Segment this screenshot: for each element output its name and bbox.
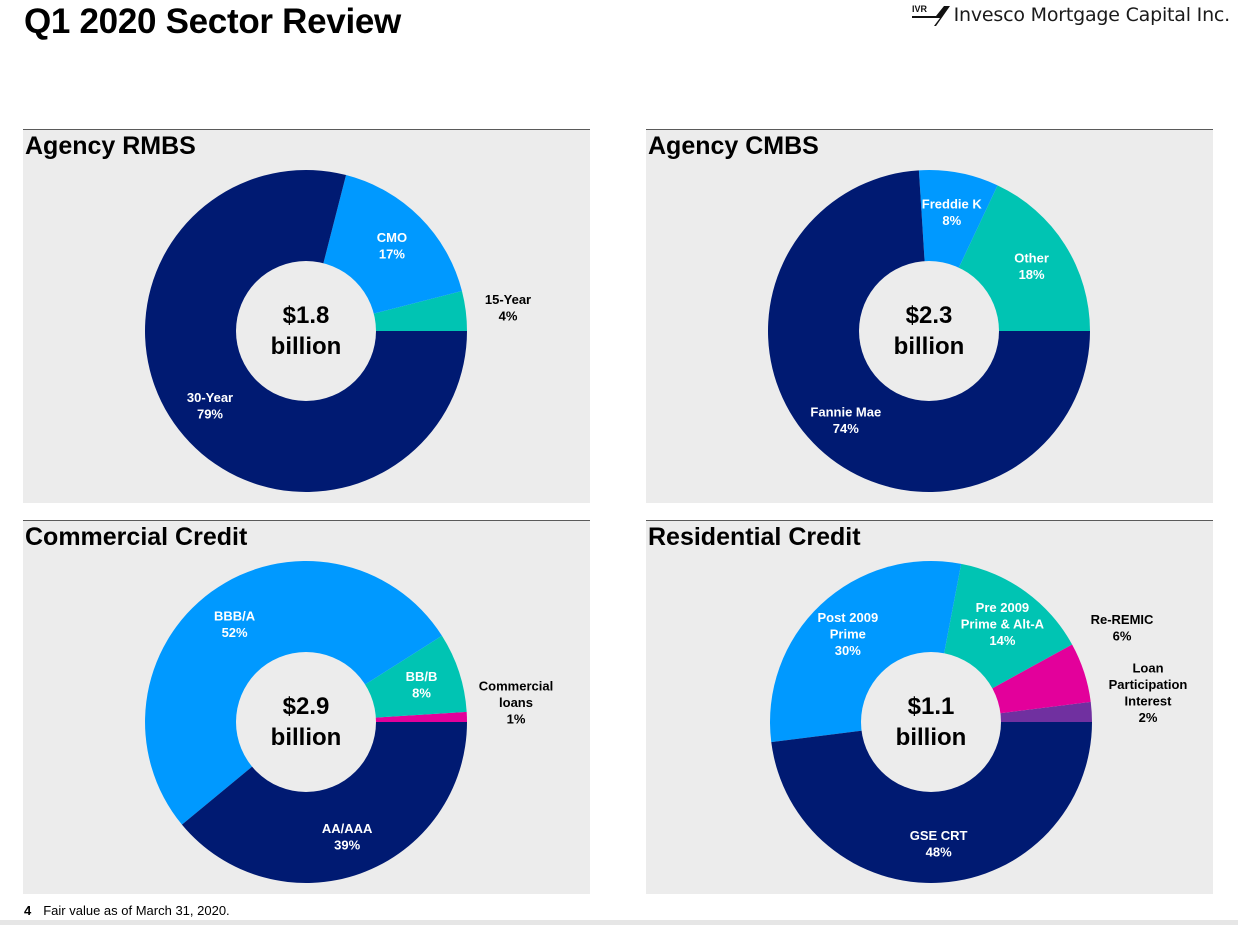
- company-name: Invesco Mortgage Capital Inc.: [953, 4, 1231, 26]
- bottom-rule: [0, 920, 1238, 925]
- footnote-text: Fair value as of March 31, 2020.: [43, 903, 230, 918]
- panel-agency-cmbs: Agency CMBS Other 18% Freddie K 8% Fannie Ma…: [646, 129, 1213, 503]
- data-label-gse-crt: GSE CRT 48%: [910, 828, 968, 860]
- logo-badge: IVR: [912, 4, 928, 14]
- data-label-bb-b: BB/B 8%: [406, 669, 438, 701]
- data-label-re-remic: Re-REMIC 6%: [1091, 612, 1154, 644]
- data-label-other: Other 18%: [1014, 251, 1049, 283]
- footnote: 4 Fair value as of March 31, 2020.: [24, 903, 230, 918]
- panel-residential-credit: Residential Credit Loan Participation Inte…: [646, 520, 1213, 894]
- panel-commercial-credit: Commercial Credit Commercial loans 1% BB/B 8…: [23, 520, 590, 894]
- donut-chart-commercial-credit: Commercial loans 1% BB/B 8% BBB/A 52% AA/AAA 39%…: [145, 561, 553, 884]
- page-number: 4: [24, 903, 32, 918]
- center-total-label: $2.3 billion: [894, 302, 965, 360]
- data-label-cmo: CMO 17%: [377, 230, 407, 261]
- page-title: Q1 2020 Sector Review: [24, 2, 401, 41]
- center-total-label: $1.8 billion: [271, 302, 342, 360]
- panel-title: Agency RMBS: [25, 132, 196, 160]
- slice-gse-crt: [771, 722, 1092, 883]
- donut-chart-agency-cmbs: Other 18% Freddie K 8% Fannie Mae 74% $2.3 bill…: [768, 170, 1090, 493]
- panel-title: Agency CMBS: [648, 132, 819, 160]
- data-label-aa-aaa: AA/AAA 39%: [322, 821, 373, 853]
- data-label-fannie-mae: Fannie Mae 74%: [810, 404, 881, 436]
- donut-hole: [861, 652, 1001, 792]
- data-label-loan-participation-interest: Loan Participation Interest 2%: [1109, 660, 1188, 725]
- donut-hole: [236, 652, 376, 792]
- data-label-freddie-k: Freddie K 8%: [922, 196, 983, 228]
- ivr-logo-icon: IVR: [910, 2, 954, 30]
- panel-agency-rmbs: Agency RMBS 15-Year 4% CMO 17% 30-Year 79% $1.…: [23, 129, 590, 503]
- data-label-commercial-loans: Commercial loans 1%: [479, 679, 553, 727]
- data-label-pre-2009-prime-alt-a: Pre 2009 Prime & Alt-A 14%: [961, 600, 1045, 648]
- donut-chart-agency-rmbs: 15-Year 4% CMO 17% 30-Year 79% $1.8 billion: [145, 170, 531, 493]
- data-label-30-year: 30-Year 79%: [187, 390, 233, 422]
- donut-hole: [236, 261, 376, 401]
- center-total-label: $2.9 billion: [271, 693, 342, 751]
- center-total-label: $1.1 billion: [896, 693, 967, 751]
- panel-title: Residential Credit: [648, 523, 861, 551]
- donut-hole: [859, 261, 999, 401]
- data-label-post-2009-prime: Post 2009 Prime 30%: [817, 610, 878, 658]
- company-logo: IVR Invesco Mortgage Capital Inc.: [910, 2, 1230, 30]
- data-label-bbb-a: BBB/A 52%: [214, 609, 256, 641]
- panel-title: Commercial Credit: [25, 523, 248, 551]
- slice-aa-aaa: [181, 722, 467, 884]
- donut-chart-residential-credit: Loan Participation Interest 2% Re-REMIC 6% Pre…: [770, 560, 1188, 883]
- data-label-15-year: 15-Year 4%: [485, 292, 531, 324]
